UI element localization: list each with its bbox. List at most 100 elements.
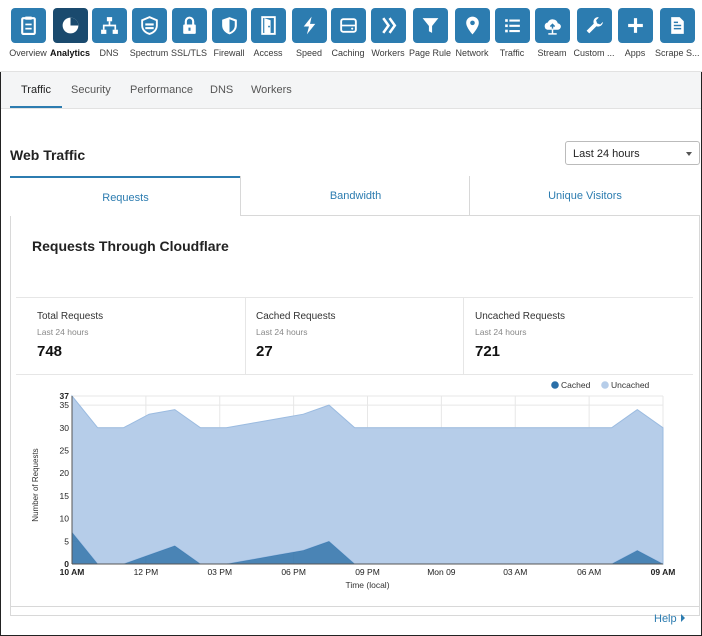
app-speed[interactable]: Speed xyxy=(288,8,330,58)
app-spectrum[interactable]: Spectrum xyxy=(128,8,170,58)
app-label: Speed xyxy=(295,48,323,58)
clipboard-icon xyxy=(10,8,46,43)
filter-icon xyxy=(412,8,448,43)
stats-row: Total Requests Last 24 hours 748 Cached … xyxy=(16,297,693,375)
card-footer-divider xyxy=(10,606,700,607)
app-label: Apps xyxy=(624,48,646,58)
app-dns[interactable]: DNS xyxy=(88,8,130,58)
x-tick-label: Mon 09 xyxy=(427,567,456,577)
app-label: Overview xyxy=(9,48,47,58)
tab-bandwidth[interactable]: Bandwidth xyxy=(240,176,470,216)
app-custom[interactable]: Custom ... xyxy=(573,8,615,58)
pie-chart-icon xyxy=(52,8,88,43)
x-axis-label: Time (local) xyxy=(345,580,389,590)
stat-title: Total Requests xyxy=(37,311,104,322)
x-tick-label: 06 AM xyxy=(577,567,601,577)
y-tick-label: 30 xyxy=(60,423,70,433)
app-apps[interactable]: Apps xyxy=(614,8,656,58)
app-label: DNS xyxy=(99,48,119,58)
time-range-value: Last 24 hours xyxy=(573,148,640,160)
app-label: Spectrum xyxy=(129,48,169,58)
shield-server-icon xyxy=(131,8,167,43)
tab-requests[interactable]: Requests xyxy=(10,176,241,216)
legend-swatch-uncached xyxy=(601,381,609,389)
stat-value: 721 xyxy=(475,343,501,360)
y-tick-label: 37 xyxy=(60,391,70,401)
app-overview[interactable]: Overview xyxy=(7,8,49,58)
time-range-select[interactable]: Last 24 hours xyxy=(565,141,700,165)
app-label: Custom ... xyxy=(573,48,615,58)
y-tick-label: 15 xyxy=(60,491,70,501)
app-analytics[interactable]: Analytics xyxy=(49,8,91,58)
stat-cached-requests: Cached Requests Last 24 hours 27 xyxy=(245,298,463,374)
plus-icon xyxy=(617,8,653,43)
app-network[interactable]: Network xyxy=(451,8,493,58)
subtab-workers[interactable]: Workers xyxy=(251,84,292,96)
app-label: Access xyxy=(253,48,283,58)
x-tick-label: 09 PM xyxy=(355,567,380,577)
stat-value: 748 xyxy=(37,343,63,360)
app-label: Workers xyxy=(371,48,405,58)
app-label: Scrape S... xyxy=(655,48,699,58)
app-traffic[interactable]: Traffic xyxy=(491,8,533,58)
network-tree-icon xyxy=(91,8,127,43)
stat-title: Cached Requests xyxy=(256,311,336,322)
stat-title: Uncached Requests xyxy=(475,311,566,322)
workers-chevrons-icon xyxy=(370,8,406,43)
legend-label-cached: Cached xyxy=(561,380,591,390)
subtab-traffic[interactable]: Traffic xyxy=(10,84,62,108)
location-pin-icon xyxy=(454,8,490,43)
app-stream[interactable]: Stream xyxy=(531,8,573,58)
app-workers[interactable]: Workers xyxy=(367,8,409,58)
app-label: Analytics xyxy=(49,48,91,58)
stat-uncached-requests: Uncached Requests Last 24 hours 721 xyxy=(463,298,693,374)
stat-value: 27 xyxy=(256,343,273,360)
subtab-dns[interactable]: DNS xyxy=(210,84,234,96)
y-tick-label: 10 xyxy=(60,514,70,524)
app-firewall[interactable]: Firewall xyxy=(208,8,250,58)
app-label: Stream xyxy=(537,48,567,58)
y-tick-label: 5 xyxy=(64,536,69,546)
x-tick-label: 09 AM xyxy=(651,567,676,577)
x-tick-label: 06 PM xyxy=(281,567,306,577)
subtab-security[interactable]: Security xyxy=(71,84,111,96)
x-tick-label: 10 AM xyxy=(60,567,85,577)
app-caching[interactable]: Caching xyxy=(327,8,369,58)
server-drive-icon xyxy=(330,8,366,43)
app-scrape-shield[interactable]: Scrape S... xyxy=(655,8,699,58)
stat-subtitle: Last 24 hours xyxy=(475,327,527,337)
wrench-icon xyxy=(576,8,612,43)
help-label: Help xyxy=(654,613,677,625)
app-page-rules[interactable]: Page Rules xyxy=(409,8,451,58)
tab-unique-visitors[interactable]: Unique Visitors xyxy=(469,176,700,216)
firewall-shield-icon xyxy=(211,8,247,43)
app-access[interactable]: Access xyxy=(247,8,289,58)
app-label: Caching xyxy=(331,48,365,58)
app-label: Traffic xyxy=(499,48,525,58)
stat-subtitle: Last 24 hours xyxy=(256,327,308,337)
section-title: Web Traffic xyxy=(10,147,86,163)
lightning-icon xyxy=(291,8,327,43)
stat-subtitle: Last 24 hours xyxy=(37,327,89,337)
y-tick-label: 20 xyxy=(60,468,70,478)
subtab-performance[interactable]: Performance xyxy=(130,84,193,96)
caret-down-icon xyxy=(686,152,692,156)
list-icon xyxy=(494,8,530,43)
legend-swatch-cached xyxy=(551,381,559,389)
legend-label-uncached: Uncached xyxy=(611,380,650,390)
help-link[interactable]: Help xyxy=(654,613,685,625)
y-tick-label: 35 xyxy=(60,400,70,410)
door-icon xyxy=(250,8,286,43)
cloud-upload-icon xyxy=(534,8,570,43)
chart-title: Requests Through Cloudflare xyxy=(32,238,229,254)
x-tick-label: 03 AM xyxy=(503,567,527,577)
x-tick-label: 12 PM xyxy=(134,567,159,577)
app-label: SSL/TLS xyxy=(170,48,208,58)
app-label: Network xyxy=(455,48,489,58)
document-icon xyxy=(659,8,695,43)
x-tick-label: 03 PM xyxy=(207,567,232,577)
stat-total-requests: Total Requests Last 24 hours 748 xyxy=(37,298,245,374)
app-ssl-tls[interactable]: SSL/TLS xyxy=(168,8,210,58)
app-label: Page Rules xyxy=(409,48,451,58)
